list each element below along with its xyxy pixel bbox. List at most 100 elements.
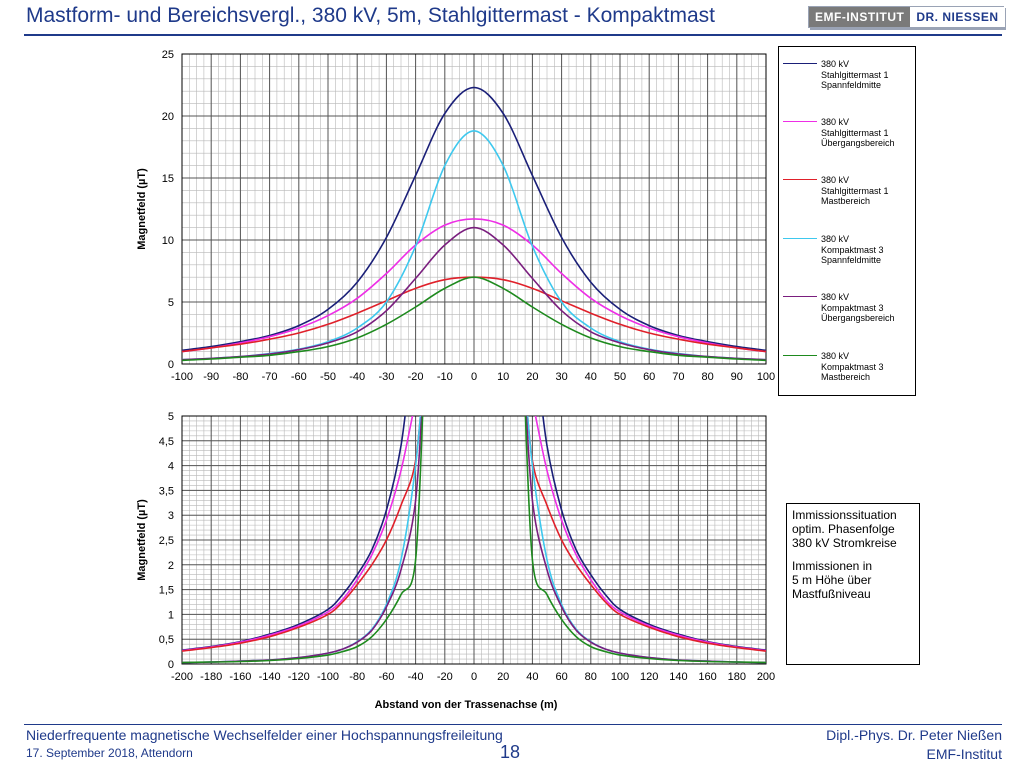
logo-part-2: DR. NIESSEN (910, 7, 1005, 27)
x-tick-label: 200 (757, 671, 775, 683)
x-tick-label: -10 (437, 371, 453, 383)
page-title: Mastform- und Bereichsvergl., 380 kV, 5m… (26, 4, 715, 27)
chart-2: -200 -180 -160 -140 -120 -100 -80 -60 -40 -20 0 20 4… (136, 411, 775, 711)
x-tick-label: 120 (640, 671, 658, 683)
series-line (182, 416, 422, 652)
immission-note: Immissionssituation optim. Phasenfolge 3… (786, 503, 920, 665)
series-line (524, 416, 766, 664)
x-tick-label: -60 (291, 371, 307, 383)
x-tick-label: 0 (471, 671, 477, 683)
y-tick-label: 5 (168, 297, 174, 309)
x-tick-label: 90 (731, 371, 743, 383)
x-tick-label: 20 (497, 671, 509, 683)
x-tick-label: 100 (757, 371, 775, 383)
y-tick-label: 3 (168, 510, 174, 522)
x-tick-label: 40 (526, 671, 538, 683)
footer-divider (24, 724, 1002, 725)
series-line (526, 416, 766, 652)
x-tick-label: -120 (288, 671, 310, 683)
x-tick-label: -180 (200, 671, 222, 683)
footer-date: 17. September 2018, Attendorn (26, 746, 193, 760)
plot-frame (181, 53, 767, 365)
x-tick-label: 0 (471, 371, 477, 383)
legend-label: 380 kV Kompaktmast 3 Mastbereich (821, 351, 884, 382)
series-line (534, 416, 766, 652)
x-tick-label: 30 (555, 371, 567, 383)
y-tick-label: 2 (168, 560, 174, 572)
y-tick-label: 3,5 (159, 485, 174, 497)
legend-swatch (783, 63, 817, 64)
y-tick-label: 20 (162, 111, 174, 123)
x-tick-label: 140 (669, 671, 687, 683)
legend-swatch (783, 179, 817, 180)
legend-swatch (783, 121, 817, 122)
x-tick-label: 180 (728, 671, 746, 683)
y-tick-label: 0 (168, 359, 174, 371)
x-tick-label: -20 (408, 371, 424, 383)
x-tick-label: -140 (259, 671, 281, 683)
y-tick-label: 0 (168, 659, 174, 671)
series-line (182, 416, 414, 652)
x-tick-label: -40 (408, 671, 424, 683)
y-tick-label: 4,5 (159, 436, 174, 448)
chart-1: -100 -90 -80 -70 -60 -50 -40 -30 -20 -10 0 10 20 30 40… (136, 49, 775, 383)
x-tick-label: 10 (497, 371, 509, 383)
footer-topic: Niederfrequente magnetische Wechselfelde… (26, 727, 503, 743)
logo-part-1: EMF-INSTITUT (809, 7, 911, 27)
x-tick-label: -160 (229, 671, 251, 683)
x-tick-label: -20 (437, 671, 453, 683)
legend-label: 380 kV Stahlgittermast 1 Mastbereich (821, 175, 889, 206)
x-tick-label: 80 (701, 371, 713, 383)
x-tick-label: 60 (555, 671, 567, 683)
plot-frame (181, 415, 767, 665)
x-tick-label: -90 (203, 371, 219, 383)
y-axis-label: Magnetfeld (µT) (136, 168, 148, 250)
y-axis-label: Magnetfeld (µT) (136, 499, 148, 581)
y-tick-label: 1,5 (159, 585, 174, 597)
x-tick-label: 100 (611, 671, 629, 683)
chart-legend: 380 kV Stahlgittermast 1 Spannfeldmitte … (778, 46, 916, 396)
legend-swatch (783, 296, 817, 297)
y-tick-label: 2,5 (159, 535, 174, 547)
x-tick-label: -60 (378, 671, 394, 683)
series-line (182, 86, 766, 352)
x-tick-label: 20 (526, 371, 538, 383)
x-tick-label: 70 (672, 371, 684, 383)
y-tick-label: 1 (168, 609, 174, 621)
y-tick-label: 15 (162, 173, 174, 185)
x-tick-label: 50 (614, 371, 626, 383)
series-line (182, 416, 424, 664)
legend-swatch (783, 238, 817, 239)
x-tick-label: -80 (232, 371, 248, 383)
x-tick-label: 60 (643, 371, 655, 383)
legend-swatch (783, 355, 817, 356)
x-tick-label: -80 (349, 671, 365, 683)
y-tick-label: 5 (168, 411, 174, 423)
y-tick-label: 25 (162, 49, 174, 61)
series-line (182, 218, 766, 353)
y-tick-label: 4 (168, 461, 174, 473)
series-line (182, 226, 766, 361)
footer-author: Dipl.-Phys. Dr. Peter Nießen (826, 727, 1002, 743)
x-tick-label: -200 (171, 671, 193, 683)
y-tick-label: 10 (162, 235, 174, 247)
x-tick-label: 80 (585, 671, 597, 683)
note-height: Immissionen in 5 m Höhe über Mastfußnive… (792, 559, 873, 601)
x-tick-label: 160 (698, 671, 716, 683)
emf-institut-logo: EMF-INSTITUT DR. NIESSEN (808, 6, 1005, 28)
x-tick-label: -50 (320, 371, 336, 383)
footer-institute: EMF-Institut (926, 746, 1002, 762)
x-tick-label: -40 (349, 371, 365, 383)
title-divider (24, 34, 1002, 36)
page-number: 18 (500, 742, 521, 762)
note-situation: Immissionssituation optim. Phasenfolge 3… (792, 508, 897, 550)
x-tick-label: -70 (262, 371, 278, 383)
x-tick-label: -100 (317, 671, 339, 683)
legend-label: 380 kV Kompaktmast 3 Übergangsbereich (821, 292, 895, 323)
legend-label: 380 kV Stahlgittermast 1 Übergangsbereic… (821, 117, 895, 148)
x-axis-label: Abstand von der Trassenachse (m) (375, 699, 558, 711)
x-tick-label: -100 (171, 371, 193, 383)
x-tick-label: 40 (585, 371, 597, 383)
legend-label: 380 kV Kompaktmast 3 Spannfeldmitte (821, 234, 884, 265)
